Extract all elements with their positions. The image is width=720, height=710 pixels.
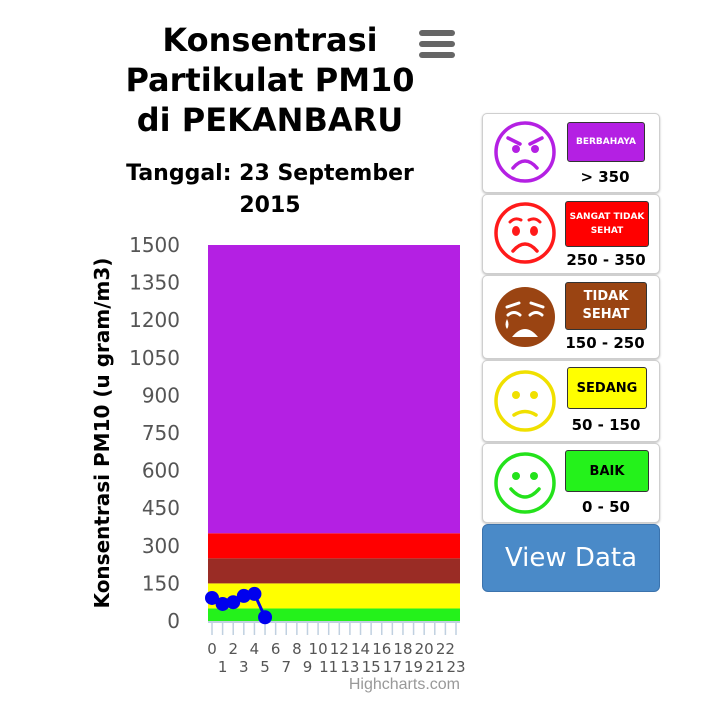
y-tick-label: 450 [142,496,180,520]
data-point [226,595,241,610]
x-tick-label: 12 [330,640,349,658]
y-tick-label: 1500 [129,233,180,257]
y-tick-label: 900 [142,383,180,407]
x-tick-label: 14 [351,640,370,658]
legend-range: 250 - 350 [566,251,646,269]
y-tick-label: 150 [142,571,180,595]
x-tick-label: 15 [362,658,381,676]
x-tick-label: 10 [309,640,328,658]
y-tick-label: 0 [167,609,180,633]
neutral-face-icon [494,370,556,432]
x-tick-label: 16 [372,640,391,658]
plot-band [208,245,460,534]
legend-badge: BAIK [565,450,649,492]
legend-badge: TIDAK SEHAT [565,282,647,330]
data-point [215,596,230,611]
data-point [258,610,273,625]
hamburger-menu-icon[interactable] [419,30,455,60]
plot-band [208,608,460,621]
x-tick-label: 23 [446,658,465,676]
frowning-face-icon [494,202,556,264]
legend-card-berbahaya: BERBAHAYA > 350 [482,113,660,193]
legend-range: 50 - 150 [571,416,641,434]
chart-subtitle-line: 2015 [239,193,301,218]
x-tick-label: 18 [393,640,412,658]
x-tick-label: 5 [260,658,270,676]
smiling-face-icon [494,452,556,514]
angry-face-icon [494,121,556,183]
y-axis-label: Konsentrasi PM10 (u gram/m3) [90,257,114,609]
x-tick-label: 8 [292,640,302,658]
legend-card-baik: BAIK 0 - 50 [482,443,660,523]
x-tick-label: 0 [207,640,217,658]
legend-badge: SEDANG [567,367,647,409]
chart-title-line: Konsentrasi [162,21,378,59]
legend-badge: SANGAT TIDAK SEHAT [565,201,649,247]
plot-band [208,558,460,584]
legend-card-sangat-tidak-sehat: SANGAT TIDAK SEHAT 250 - 350 [482,194,660,274]
y-tick-label: 1350 [129,271,180,295]
chart-title-line: di PEKANBARU [136,101,404,139]
x-tick-label: 21 [425,658,444,676]
view-data-button[interactable]: View Data [482,524,660,592]
x-tick-label: 3 [239,658,249,676]
x-tick-label: 4 [250,640,260,658]
x-tick-label: 11 [319,658,338,676]
x-tick-label: 22 [436,640,455,658]
chart-credits[interactable]: Highcharts.com [348,676,460,693]
chart-subtitle: Tanggal: 23 September 2015 [120,158,420,222]
legend-card-tidak-sehat: TIDAK SEHAT 150 - 250 [482,275,660,359]
x-tick-label: 6 [271,640,281,658]
y-tick-label: 600 [142,459,180,483]
y-tick-label: 750 [142,421,180,445]
crying-face-icon [495,287,555,347]
legend-card-sedang: SEDANG 50 - 150 [482,360,660,442]
legend-range: > 350 [580,168,630,186]
y-tick-label: 300 [142,534,180,558]
plot-band [208,533,460,559]
x-tick-label: 20 [415,640,434,658]
chart-title-line: Partikulat PM10 [125,61,415,99]
x-tick-label: 1 [218,658,228,676]
chart-subtitle-line: Tanggal: 23 September [126,161,414,186]
legend-range: 0 - 50 [582,498,630,516]
x-tick-label: 13 [340,658,359,676]
y-tick-label: 1200 [129,308,180,332]
data-point [236,588,251,603]
x-tick-label: 7 [281,658,291,676]
x-tick-label: 2 [228,640,238,658]
data-point [247,586,262,601]
legend-range: 150 - 250 [565,334,645,352]
data-point [205,590,219,605]
x-tick-label: 19 [404,658,423,676]
x-tick-label: 17 [383,658,402,676]
x-tick-label: 9 [303,658,313,676]
y-tick-label: 1050 [129,346,180,370]
legend-badge: BERBAHAYA [567,122,645,162]
chart-title: Konsentrasi Partikulat PM10 di PEKANBARU [110,20,430,140]
